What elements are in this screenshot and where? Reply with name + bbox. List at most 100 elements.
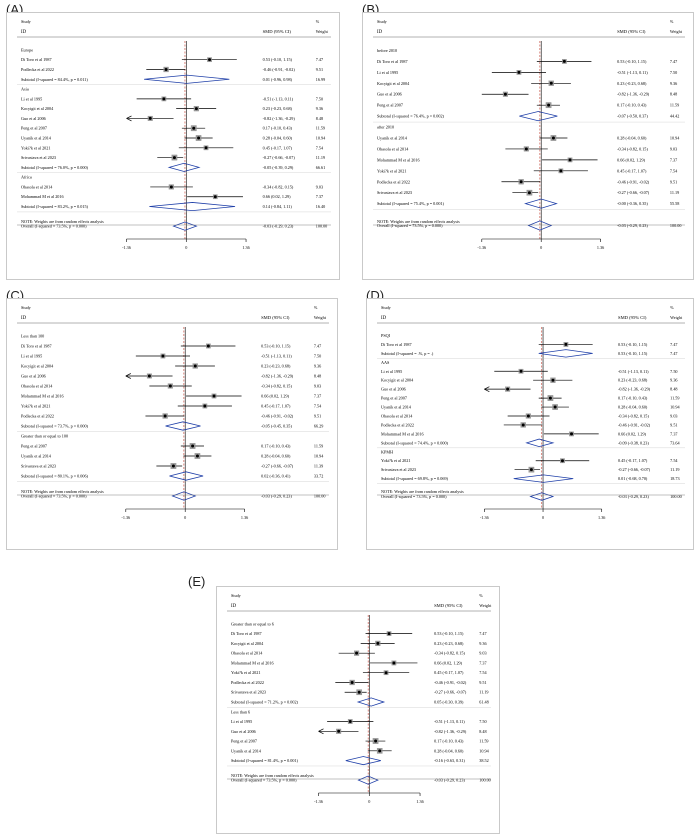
x-tick-label: 0 — [184, 515, 186, 520]
subgroup-label: PSQI — [381, 333, 391, 338]
weight-text: 7.50 — [479, 719, 486, 724]
subtotal-label: Subtotal (I-squared = 84.4%, p = 0.011) — [21, 77, 88, 83]
overall-diamond — [172, 221, 198, 231]
study-label: Guo et al 2006 — [21, 116, 46, 121]
point-estimate — [169, 185, 173, 189]
point-estimate — [553, 405, 557, 409]
header-smd: SMD (95% CI) — [434, 603, 463, 608]
weight-text: 100.00 — [670, 223, 682, 228]
study-label: Peng et al 2007 — [377, 103, 403, 108]
ci-arrow — [318, 728, 324, 735]
subtotal-label: Subtotal (I-squared = 73.7%, p = 0.000) — [21, 424, 89, 430]
weights-note: NOTE: Weights are from random effects an… — [381, 489, 464, 494]
point-estimate — [147, 374, 151, 378]
study-label: Podlecka et al 2022 — [21, 414, 54, 419]
weight-text: 11.39 — [314, 464, 323, 469]
weight-text: 9.03 — [670, 146, 677, 151]
effect-ci-text: 0.17 (-0.10, 0.43) — [617, 103, 647, 109]
effect-ci-text: 0.05 (-0.30, 0.39) — [434, 700, 464, 706]
point-estimate — [355, 651, 359, 655]
effect-ci-text: 0.66 (0.02, 1.29) — [617, 157, 646, 163]
weight-text: 9.51 — [670, 179, 677, 184]
forest-plot-d: Study ID SMD (95% CI)% Weight PSQI Di Toro et… — [366, 298, 694, 550]
effect-ci-text: -0.51 (-1.13, 0.11) — [263, 96, 294, 102]
study-label: Srivastava et al 2023 — [21, 464, 56, 469]
panel-label-e: (E) — [188, 574, 206, 589]
effect-ci-text: 0.53 (-0.10, 1.15) — [618, 342, 648, 348]
header-percent: % — [670, 305, 674, 310]
effect-ci-text: -0.51 (-1.13, 0.11) — [617, 70, 648, 76]
weight-text: 7.47 — [314, 344, 321, 349]
x-tick-label: 1.36 — [241, 515, 248, 520]
header-percent: % — [316, 19, 320, 24]
point-estimate — [348, 720, 352, 724]
point-estimate — [192, 126, 196, 130]
weight-text: 18.73 — [670, 476, 679, 481]
study-label: Peng et al 2007 — [21, 126, 47, 131]
subtotal-diamond — [144, 74, 230, 84]
subgroup-label: Greater than or equal to 6 — [231, 621, 274, 626]
subtotal-diamond — [149, 202, 236, 212]
weight-text: 7.47 — [316, 57, 323, 62]
point-estimate — [172, 156, 176, 160]
point-estimate — [213, 195, 217, 199]
weight-text: 66.29 — [314, 424, 323, 429]
point-estimate — [212, 394, 216, 398]
effect-ci-text: -0.34 (-0.82, 0.15) — [617, 146, 648, 152]
subgroup-label: AAS — [381, 360, 390, 365]
weight-text: 9.03 — [670, 414, 677, 419]
weight-text: 66.61 — [316, 165, 325, 170]
point-estimate — [337, 729, 341, 733]
effect-ci-text: 0.28 (-0.04, 0.60) — [434, 748, 464, 754]
study-label: Obasola et al 2014 — [377, 146, 409, 151]
effect-ci-text: -0.34 (-0.82, 0.15) — [434, 651, 465, 657]
point-estimate — [191, 444, 195, 448]
header-percent: % — [670, 19, 674, 24]
header-weight: Weight — [670, 315, 683, 320]
weight-text: 7.37 — [670, 157, 677, 162]
x-tick-label: 1.36 — [598, 515, 605, 520]
weight-text: 73.64 — [670, 440, 680, 445]
subtotal-label: Subtotal (I-squared = 76.4%, p = 0.002) — [377, 114, 445, 120]
point-estimate — [148, 116, 152, 120]
study-label: Yoki?k et al 2021 — [231, 670, 260, 675]
weight-text: 8.48 — [479, 729, 486, 734]
study-label: Li et al 1995 — [21, 96, 42, 101]
weight-text: 7.54 — [316, 145, 324, 150]
weight-text: 9.03 — [314, 384, 321, 389]
effect-ci-text: -0.03 (-0.29, 0.23) — [263, 224, 294, 230]
overall-label: Overall (I-squared = 73.5%, p = 0.000) — [377, 223, 443, 229]
weight-text: 7.54 — [314, 404, 322, 409]
weight-text: 10.94 — [316, 136, 326, 141]
x-tick-label: -1.36 — [314, 799, 323, 804]
study-label: Peng et al 2007 — [21, 444, 47, 449]
header-percent: % — [314, 305, 318, 310]
study-label: Yoki?k et al 2021 — [21, 404, 50, 409]
point-estimate — [384, 671, 388, 675]
study-label: Di Toro et al 1987 — [21, 344, 52, 349]
effect-ci-text: -0.46 (-0.91, -0.02) — [617, 179, 650, 185]
weights-note: NOTE: Weights are from random effects an… — [21, 219, 104, 224]
study-label: Yoki?k et al 2021 — [377, 168, 406, 173]
effect-ci-text: -0.27 (-0.66, -0.07) — [434, 690, 467, 696]
effect-ci-text: -0.34 (-0.82, 0.15) — [263, 184, 294, 190]
study-label: Srivastava et al 2023 — [381, 467, 416, 472]
effect-ci-text: 0.45 (-0.17, 1.07) — [261, 404, 291, 410]
overall-label: Overall (I-squared = 73.5%, p = 0.000) — [381, 494, 447, 500]
point-estimate — [161, 354, 165, 358]
effect-ci-text: -0.34 (-0.82, 0.15) — [618, 414, 649, 420]
point-estimate — [392, 661, 396, 665]
weight-text: 100.00 — [316, 224, 328, 229]
weight-text: 10.94 — [670, 405, 680, 410]
subgroup-label: Less than 100 — [21, 334, 44, 339]
point-estimate — [526, 414, 530, 418]
point-estimate — [204, 146, 208, 150]
effect-ci-text: -0.03 (-0.29, 0.23) — [617, 223, 648, 229]
effect-ci-text: 0.66 (0.02, 1.29) — [263, 194, 292, 200]
header-weight: Weight — [670, 29, 683, 34]
header-study: Study — [231, 593, 242, 598]
weights-note: NOTE: Weights are from random effects an… — [21, 489, 104, 494]
weight-text: 11.59 — [314, 444, 323, 449]
point-estimate — [378, 749, 382, 753]
study-label: Srivastava et al 2023 — [231, 690, 266, 695]
